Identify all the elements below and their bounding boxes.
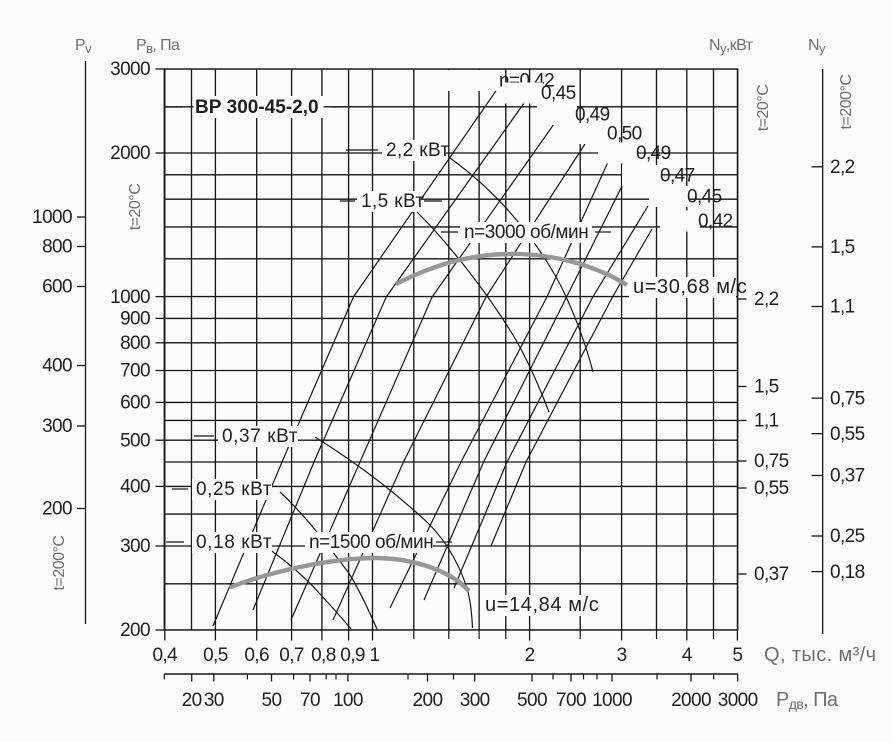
svg-text:t=20°C: t=20°C — [127, 184, 144, 231]
svg-text:3000: 3000 — [110, 59, 150, 80]
svg-text:0,75: 0,75 — [754, 451, 789, 472]
svg-text:400: 400 — [120, 477, 150, 498]
svg-text:Pдв, Па: Pдв, Па — [776, 689, 839, 712]
svg-text:5: 5 — [732, 645, 742, 666]
svg-text:0,25 кВт: 0,25 кВт — [196, 479, 272, 500]
svg-text:4: 4 — [682, 645, 693, 666]
svg-text:Q, тыс. м³/ч: Q, тыс. м³/ч — [764, 644, 877, 666]
svg-text:Pv: Pv — [75, 37, 92, 56]
svg-text:2000: 2000 — [671, 690, 711, 711]
svg-text:70: 70 — [300, 690, 320, 711]
svg-text:0,37 кВт: 0,37 кВт — [222, 426, 298, 447]
svg-text:50: 50 — [262, 690, 282, 711]
svg-text:1000: 1000 — [592, 690, 632, 711]
svg-text:0,49: 0,49 — [575, 105, 610, 126]
svg-text:1,5: 1,5 — [754, 377, 779, 398]
svg-text:600: 600 — [42, 277, 72, 298]
svg-text:0,50: 0,50 — [607, 124, 642, 145]
svg-text:0,37: 0,37 — [754, 564, 789, 585]
svg-text:600: 600 — [120, 393, 150, 414]
svg-text:n=3000 об/мин: n=3000 об/мин — [464, 222, 588, 243]
svg-text:2: 2 — [525, 645, 535, 666]
svg-text:1,5: 1,5 — [830, 237, 855, 258]
svg-text:1,1: 1,1 — [830, 297, 855, 318]
svg-text:700: 700 — [556, 690, 586, 711]
svg-text:300: 300 — [42, 416, 72, 437]
svg-text:2,2: 2,2 — [754, 289, 779, 310]
svg-text:300: 300 — [120, 536, 150, 557]
svg-text:800: 800 — [120, 333, 150, 354]
svg-text:200: 200 — [413, 690, 443, 711]
svg-text:0,9: 0,9 — [340, 645, 365, 666]
svg-text:2000: 2000 — [110, 143, 150, 164]
svg-text:400: 400 — [42, 356, 72, 377]
svg-text:1: 1 — [370, 645, 380, 666]
svg-text:0,8: 0,8 — [311, 645, 336, 666]
svg-text:u=14,84 м/с: u=14,84 м/с — [485, 594, 599, 616]
svg-text:0,25: 0,25 — [830, 526, 865, 547]
svg-text:100: 100 — [333, 690, 363, 711]
svg-text:n=1500 об/мин: n=1500 об/мин — [309, 532, 433, 553]
svg-text:500: 500 — [517, 690, 547, 711]
svg-text:0,47: 0,47 — [660, 166, 695, 187]
svg-text:700: 700 — [120, 361, 150, 382]
svg-text:u=30,68 м/с: u=30,68 м/с — [633, 276, 747, 298]
svg-text:0,55: 0,55 — [830, 424, 865, 445]
svg-text:Nу: Nу — [808, 37, 826, 56]
svg-text:0,7: 0,7 — [279, 645, 304, 666]
svg-text:0,6: 0,6 — [244, 645, 269, 666]
svg-text:0,18 кВт: 0,18 кВт — [196, 532, 272, 553]
svg-text:500: 500 — [120, 430, 150, 451]
svg-text:t=200°C: t=200°C — [51, 536, 68, 591]
svg-text:1,1: 1,1 — [754, 411, 779, 432]
svg-text:2,2 кВт: 2,2 кВт — [386, 140, 450, 161]
svg-text:3000: 3000 — [718, 690, 758, 711]
svg-text:0,4: 0,4 — [152, 645, 178, 666]
svg-text:0,45: 0,45 — [687, 187, 722, 208]
svg-text:30: 30 — [204, 690, 224, 711]
svg-text:1,5 кВт: 1,5 кВт — [361, 191, 425, 212]
svg-text:0,5: 0,5 — [203, 645, 228, 666]
svg-text:200: 200 — [42, 499, 72, 520]
svg-text:2,2: 2,2 — [830, 157, 855, 178]
svg-text:200: 200 — [120, 620, 150, 641]
svg-text:Pв, Па: Pв, Па — [136, 37, 180, 56]
svg-text:0,18: 0,18 — [830, 562, 865, 583]
svg-text:ВР 300-45-2,0: ВР 300-45-2,0 — [195, 97, 319, 118]
svg-text:Nу,кВт: Nу,кВт — [709, 37, 754, 56]
svg-text:t=20°C: t=20°C — [755, 85, 772, 132]
svg-text:0,42: 0,42 — [698, 211, 733, 232]
svg-text:3: 3 — [617, 645, 627, 666]
svg-text:900: 900 — [120, 309, 150, 330]
svg-text:0,55: 0,55 — [754, 478, 789, 499]
svg-text:0,45: 0,45 — [541, 83, 576, 104]
svg-text:300: 300 — [460, 690, 490, 711]
svg-text:20: 20 — [182, 690, 202, 711]
svg-text:0,49: 0,49 — [636, 143, 671, 164]
svg-text:0,37: 0,37 — [830, 466, 865, 487]
svg-text:1000: 1000 — [32, 207, 72, 228]
svg-text:800: 800 — [42, 237, 72, 258]
svg-text:0,75: 0,75 — [830, 388, 865, 409]
svg-text:t=200°C: t=200°C — [838, 75, 855, 130]
svg-text:1000: 1000 — [110, 287, 150, 308]
